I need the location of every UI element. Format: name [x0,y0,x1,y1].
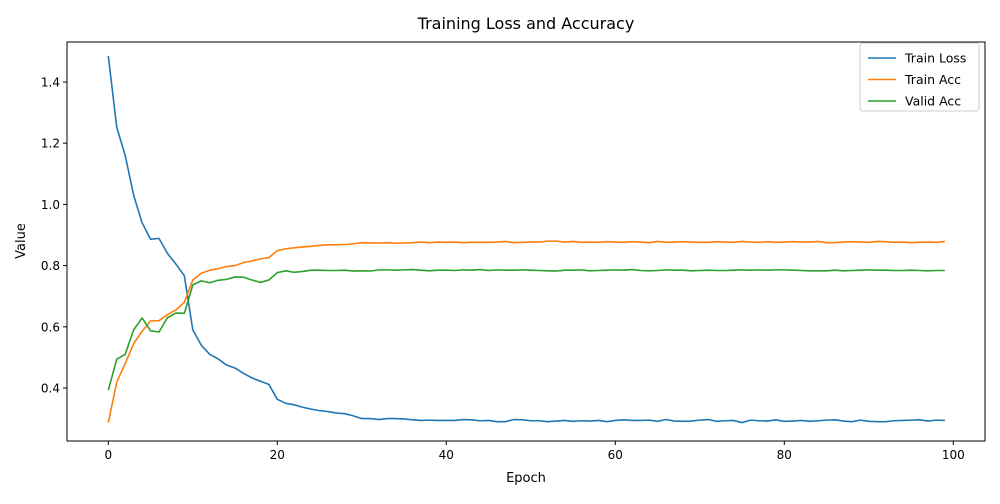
x-tick-label: 80 [777,448,792,462]
legend-label: Train Acc [904,72,961,87]
x-axis: 0 20 40 60 80 100 [104,441,965,462]
legend-box [859,42,980,112]
legend-label: Valid Acc [905,94,961,109]
y-tick-label: 1.0 [41,198,60,212]
series-lines [107,55,945,424]
y-tick-label: 0.6 [41,320,60,334]
x-tick-label: 100 [942,448,965,462]
legend-label: Train Loss [904,51,966,66]
x-tick-label: 40 [439,448,454,462]
x-tick-label: 0 [104,448,112,462]
y-tick-label: 1.2 [41,137,60,151]
series-line-valid-acc [107,268,945,391]
series-line-train-acc [107,240,945,423]
x-tick-label: 60 [608,448,623,462]
x-tick-label: 20 [270,448,285,462]
chart-title: Training Loss and Accuracy [417,14,635,33]
x-axis-label: Epoch [506,471,546,486]
y-tick-label: 0.4 [41,382,60,396]
plot-frame [66,41,986,442]
y-axis-label: Value [14,223,29,259]
y-tick-label: 1.4 [41,76,60,90]
y-tick-label: 0.8 [41,259,60,273]
legend: Train Loss Train Acc Valid Acc [859,42,980,112]
series-line-train-loss [107,55,945,424]
y-axis: 0.4 0.6 0.8 1.0 1.2 1.4 [41,76,67,396]
